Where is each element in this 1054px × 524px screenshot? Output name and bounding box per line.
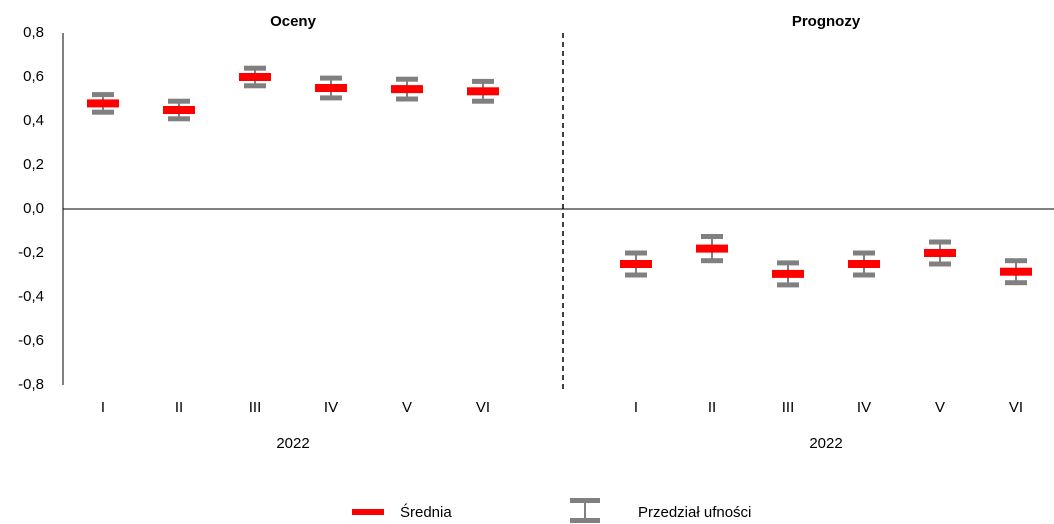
panel-title: Prognozy xyxy=(792,13,861,30)
error-cap xyxy=(701,258,723,264)
error-cap xyxy=(853,272,875,278)
x-tick-label: V xyxy=(402,399,412,416)
legend-label: Przedział ufności xyxy=(638,504,751,521)
error-cap xyxy=(396,76,418,82)
y-tick-label: 0,0 xyxy=(23,200,44,217)
x-tick-label: V xyxy=(935,399,945,416)
mean-mark xyxy=(87,99,119,108)
y-tick-label: 0,4 xyxy=(23,112,44,129)
x-tick-label: VI xyxy=(1009,399,1023,416)
mean-mark xyxy=(620,260,652,268)
mean-mark xyxy=(924,249,956,257)
mean-mark xyxy=(163,106,195,114)
panel-title: Oceny xyxy=(270,13,317,30)
error-cap xyxy=(777,260,799,266)
y-tick-label: -0,2 xyxy=(18,244,44,261)
x-tick-label: IV xyxy=(324,399,338,416)
error-cap xyxy=(320,95,342,101)
error-cap xyxy=(472,78,494,84)
error-cap xyxy=(1005,280,1027,286)
error-cap xyxy=(92,109,114,115)
y-tick-label: -0,6 xyxy=(18,332,44,349)
x-tick-label: IV xyxy=(857,399,871,416)
mean-mark xyxy=(772,269,804,278)
error-cap xyxy=(92,92,114,98)
error-cap xyxy=(929,239,951,245)
error-cap xyxy=(625,272,647,278)
x-axis-label: 2022 xyxy=(276,435,309,452)
error-cap xyxy=(168,116,190,122)
error-cap xyxy=(1005,258,1027,264)
mean-mark xyxy=(848,260,880,268)
x-tick-label: VI xyxy=(476,399,490,416)
legend-label: Średnia xyxy=(400,503,452,521)
error-cap xyxy=(929,261,951,267)
mean-mark xyxy=(391,85,423,94)
x-tick-label: III xyxy=(782,399,795,416)
error-cap xyxy=(777,282,799,288)
x-tick-label: II xyxy=(175,399,183,416)
mean-mark xyxy=(315,84,347,92)
y-tick-label: -0,4 xyxy=(18,288,44,305)
error-cap xyxy=(244,83,266,89)
legend-swatch-ci xyxy=(570,498,600,523)
y-tick-label: -0,8 xyxy=(18,376,44,393)
x-tick-label: III xyxy=(249,399,262,416)
error-cap xyxy=(625,250,647,256)
x-tick-label: II xyxy=(708,399,716,416)
y-tick-label: 0,2 xyxy=(23,156,44,173)
error-cap xyxy=(168,98,190,104)
y-tick-label: 0,8 xyxy=(23,24,44,41)
legend-swatch-mean xyxy=(352,509,384,515)
x-tick-label: I xyxy=(634,399,638,416)
error-cap xyxy=(396,96,418,102)
x-axis-label: 2022 xyxy=(809,435,842,452)
error-cap xyxy=(853,250,875,256)
mean-mark xyxy=(467,87,499,96)
error-cap xyxy=(244,65,266,71)
y-tick-label: 0,6 xyxy=(23,68,44,85)
mean-mark xyxy=(696,244,728,253)
error-cap xyxy=(472,98,494,104)
error-cap xyxy=(320,75,342,81)
x-tick-label: I xyxy=(101,399,105,416)
mean-mark xyxy=(1000,267,1032,276)
error-cap xyxy=(701,234,723,239)
mean-mark xyxy=(239,73,271,81)
